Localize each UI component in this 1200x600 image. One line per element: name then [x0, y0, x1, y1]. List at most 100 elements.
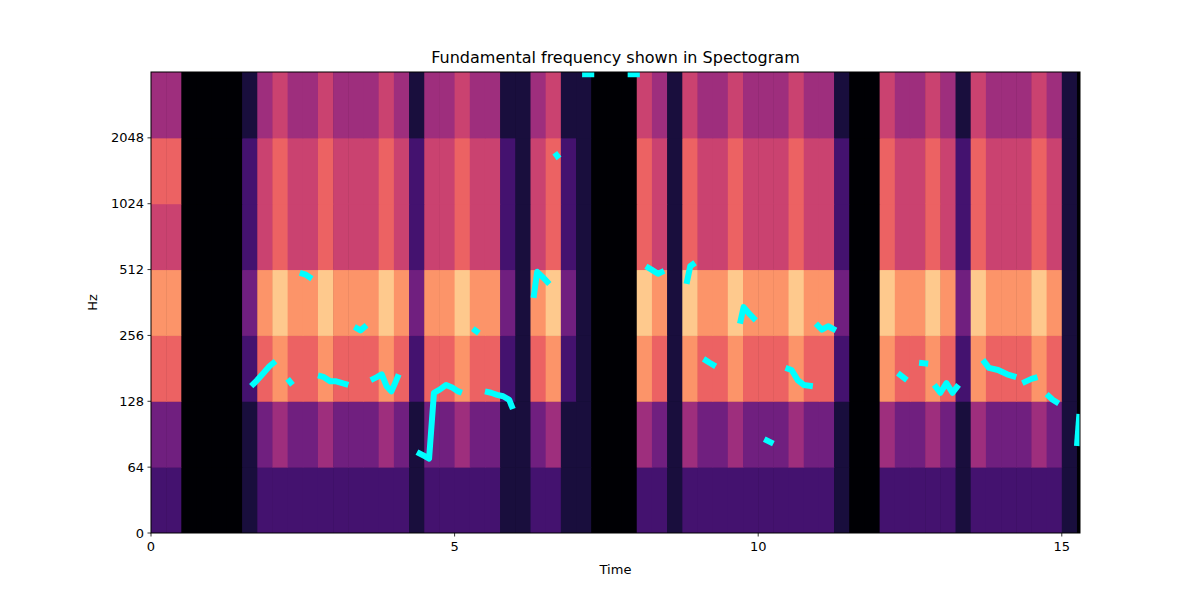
spectrogram-cell	[303, 138, 319, 204]
spectrogram-cell	[773, 72, 789, 138]
spectrogram-cell	[394, 335, 410, 401]
spectrogram-cell	[242, 138, 258, 204]
spectrogram-cell	[318, 335, 334, 401]
spectrogram-cell	[530, 401, 546, 467]
spectrogram-cell	[561, 270, 577, 336]
spectrogram-cell	[242, 270, 258, 336]
spectrogram-cell	[424, 72, 440, 138]
f0-line	[473, 329, 479, 334]
spectrogram-cell	[151, 72, 167, 138]
spectrogram-cell	[743, 138, 759, 204]
plot-area	[151, 72, 1080, 533]
spectrogram-cell	[515, 138, 531, 204]
spectrogram-cell	[606, 467, 622, 533]
spectrogram-cell	[561, 401, 577, 467]
spectrogram-cell	[925, 138, 941, 204]
spectrogram-cell	[166, 270, 182, 336]
spectrogram-cell	[257, 270, 273, 336]
spectrogram-cell	[1062, 72, 1078, 138]
spectrogram-cell	[500, 204, 516, 270]
spectrogram-cell	[166, 467, 182, 533]
spectrogram-cell	[318, 138, 334, 204]
spectrogram-cell	[895, 401, 911, 467]
spectrogram-cell	[986, 467, 1002, 533]
spectrogram-cell	[697, 270, 713, 336]
spectrogram-cell	[864, 204, 880, 270]
spectrogram-cell	[212, 72, 228, 138]
spectrogram-cell	[758, 401, 774, 467]
spectrogram-cell	[637, 401, 653, 467]
spectrogram-cell	[910, 204, 926, 270]
spectrogram-cell	[789, 401, 805, 467]
f0-line	[934, 383, 958, 393]
x-tick-label: 0	[147, 539, 155, 554]
spectrogram-cell	[804, 401, 820, 467]
spectrogram-cell	[576, 72, 592, 138]
spectrogram-cell	[364, 335, 380, 401]
spectrogram-cell	[940, 72, 956, 138]
spectrogram-cell	[348, 401, 364, 467]
spectrogram-cell	[895, 72, 911, 138]
spectrogram-cell	[242, 335, 258, 401]
spectrogram-cell	[470, 204, 486, 270]
spectrogram-cell	[637, 204, 653, 270]
spectrogram-cell	[348, 204, 364, 270]
f0-line	[1022, 377, 1037, 383]
spectrogram-cell	[379, 138, 395, 204]
spectrogram-cell	[895, 335, 911, 401]
y-tick-label: 512	[119, 262, 144, 277]
spectrogram-cell	[864, 138, 880, 204]
spectrogram-cell	[485, 72, 501, 138]
spectrogram-cell	[272, 270, 288, 336]
spectrogram-cell	[849, 138, 865, 204]
spectrogram-cell	[439, 401, 455, 467]
spectrogram-cell	[956, 138, 972, 204]
spectrogram-cell	[728, 467, 744, 533]
spectrogram-cell	[895, 204, 911, 270]
spectrogram-cell	[439, 270, 455, 336]
spectrogram-cell	[303, 401, 319, 467]
spectrogram-cell	[986, 72, 1002, 138]
spectrogram-cell	[197, 72, 213, 138]
spectrogram-cell	[956, 270, 972, 336]
frame	[151, 72, 1080, 533]
spectrogram-cell	[682, 335, 698, 401]
spectrogram-cell	[834, 72, 850, 138]
spectrogram-cell	[546, 335, 562, 401]
spectrogram-cell	[1047, 138, 1063, 204]
spectrogram-cell	[455, 270, 471, 336]
spectrogram-cell	[667, 270, 683, 336]
spectrogram-cell	[546, 72, 562, 138]
spectrogram-cell	[910, 72, 926, 138]
spectrogram-cell	[667, 335, 683, 401]
spectrogram-cell	[1016, 467, 1032, 533]
spectrogram-cell	[606, 270, 622, 336]
spectrogram-cell	[667, 72, 683, 138]
spectrogram-cell	[652, 335, 668, 401]
spectrogram-cell	[272, 138, 288, 204]
f0-line	[582, 72, 594, 77]
x-tick-label: 15	[1054, 539, 1071, 554]
spectrogram-cell	[1062, 335, 1078, 401]
spectrogram-cell	[288, 72, 304, 138]
spectrogram-cell	[804, 335, 820, 401]
spectrogram-cell	[1062, 270, 1078, 336]
spectrogram-cell	[333, 72, 349, 138]
spectrogram-cell	[470, 270, 486, 336]
spectrogram-cell	[470, 138, 486, 204]
spectrogram-cell	[925, 270, 941, 336]
spectrogram-cell	[318, 72, 334, 138]
spectrogram-cell	[227, 467, 243, 533]
spectrogram-cell	[485, 270, 501, 336]
spectrogram-cell	[272, 335, 288, 401]
spectrogram-cell	[364, 72, 380, 138]
spectrogram-cell	[728, 204, 744, 270]
spectrogram-cell	[303, 335, 319, 401]
spectrogram-cell	[819, 401, 835, 467]
spectrogram-cell	[667, 401, 683, 467]
spectrogram-cell	[455, 138, 471, 204]
f0-line	[704, 359, 716, 366]
spectrogram-cell	[925, 401, 941, 467]
y-tick-label: 1024	[111, 196, 144, 211]
spectrogram-cell	[151, 467, 167, 533]
